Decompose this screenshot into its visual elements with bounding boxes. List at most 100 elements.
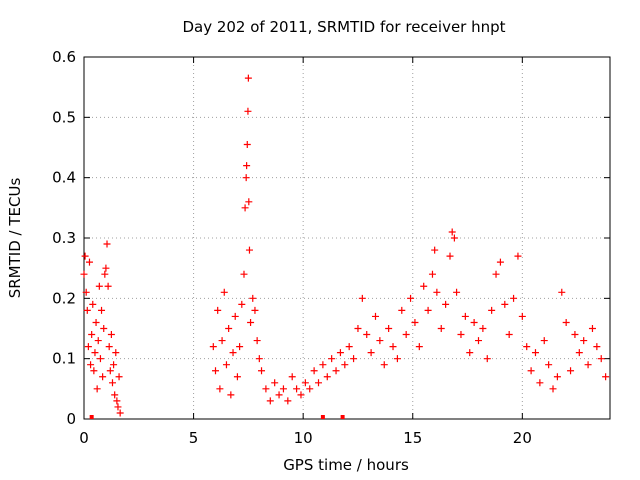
data-point <box>597 355 605 363</box>
data-point <box>114 403 122 411</box>
data-point <box>354 325 362 332</box>
data-point <box>251 306 259 314</box>
data-point <box>91 349 99 357</box>
data-point <box>84 343 92 351</box>
data-point <box>266 397 274 405</box>
data-point <box>231 312 239 320</box>
data-point <box>402 331 410 339</box>
data-point <box>450 234 458 242</box>
data-point <box>492 270 500 278</box>
y-tick-label: 0.3 <box>52 229 76 247</box>
data-point <box>510 294 518 302</box>
data-point <box>92 318 100 326</box>
data-point <box>89 300 97 308</box>
data-point <box>371 312 379 320</box>
data-point <box>310 367 318 375</box>
data-point <box>107 331 115 339</box>
data-point <box>240 270 248 278</box>
data-point <box>236 343 244 351</box>
data-point <box>536 379 544 387</box>
data-point <box>358 294 366 302</box>
data-point <box>218 337 226 345</box>
data-point <box>83 306 91 314</box>
x-tick-label: 10 <box>294 429 313 447</box>
data-point <box>216 385 224 393</box>
data-point <box>475 337 482 345</box>
data-point <box>558 288 566 296</box>
data-point <box>293 385 301 393</box>
data-point <box>385 325 393 332</box>
data-point <box>315 379 323 387</box>
x-axis-label: GPS time / hours <box>283 456 409 474</box>
data-point <box>93 385 101 393</box>
data-point <box>271 379 279 387</box>
data-point <box>350 355 358 363</box>
data-point <box>424 306 432 314</box>
data-point <box>288 373 296 381</box>
data-point <box>580 337 588 345</box>
data-point <box>229 349 237 357</box>
data-point <box>103 240 111 248</box>
data-point <box>111 391 119 399</box>
data-point <box>575 349 583 357</box>
data-point <box>244 107 252 115</box>
y-tick-label: 0.1 <box>52 350 76 368</box>
data-point <box>453 288 461 296</box>
data-point <box>225 325 233 332</box>
data-point <box>96 355 104 363</box>
data-point <box>446 252 454 260</box>
data-point <box>367 349 375 357</box>
y-tick-label: 0.2 <box>52 289 76 307</box>
y-tick-label: 0.4 <box>52 169 76 187</box>
data-point <box>258 367 266 375</box>
data-point <box>584 361 592 369</box>
data-point <box>567 367 575 375</box>
y-tick-label: 0.5 <box>52 108 76 126</box>
data-point <box>98 306 106 314</box>
data-point <box>279 385 287 393</box>
data-point <box>545 361 553 369</box>
data-point <box>319 361 327 369</box>
data-point <box>214 306 222 314</box>
data-point <box>518 312 526 320</box>
data-point <box>523 343 531 351</box>
data-point <box>466 349 474 357</box>
data-point <box>514 252 522 260</box>
data-point <box>389 343 397 351</box>
x-tick-label: 15 <box>403 429 422 447</box>
data-point <box>87 361 95 369</box>
y-axis: 0 0.1 0.2 0.3 0.4 0.5 0.6 <box>52 48 610 428</box>
data-point <box>323 373 331 381</box>
data-point <box>345 343 353 351</box>
data-point <box>108 379 116 387</box>
data-point <box>253 337 261 345</box>
data-point <box>262 385 270 393</box>
data-point <box>483 355 491 363</box>
data-point <box>85 258 93 266</box>
data-point <box>297 391 305 399</box>
data-point <box>106 367 114 375</box>
data-point <box>505 331 513 339</box>
data-point <box>433 288 441 296</box>
data-point <box>457 331 465 339</box>
chart-title: Day 202 of 2011, SRMTID for receiver hnp… <box>182 18 505 36</box>
data-point <box>301 379 309 387</box>
data-point <box>341 361 349 369</box>
data-point <box>376 337 384 345</box>
data-point <box>428 270 436 278</box>
data-point <box>411 318 419 326</box>
grid-lines <box>84 57 610 419</box>
data-point <box>336 349 344 357</box>
y-tick-label: 0.6 <box>52 48 76 66</box>
data-point <box>220 288 228 296</box>
data-point <box>363 331 371 339</box>
data-point <box>448 228 456 236</box>
data-point <box>209 343 217 351</box>
data-point <box>527 367 535 375</box>
data-point <box>99 373 107 381</box>
data-point <box>233 373 241 381</box>
data-point <box>284 397 292 405</box>
data-point <box>437 325 445 332</box>
data-point <box>562 318 570 326</box>
